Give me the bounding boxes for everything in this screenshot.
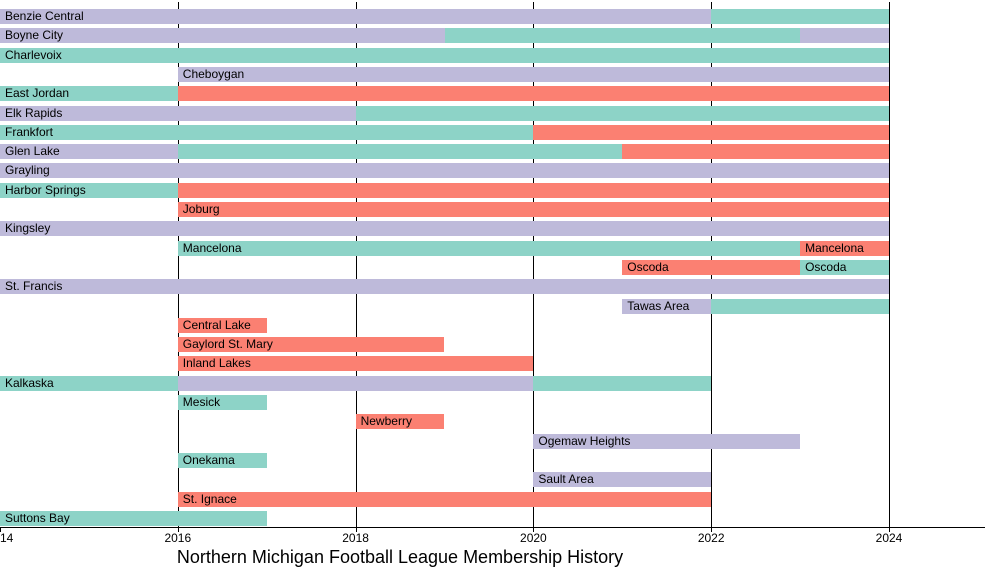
bar-segment-harbor-springs-2014: Harbor Springs [0,182,178,198]
x-tick-2014 [0,527,1,532]
bar-segment-charlevoix-2014: Charlevoix [0,47,889,63]
bar-segment-joburg-2016: Joburg [177,202,889,217]
x-tick-label-2020: 2020 [520,531,547,545]
bar-segment-mancelona-2016: Mancelona [177,240,801,256]
bar-label-east-jordan: East Jordan [5,86,70,101]
bar-segment-kalkaska-2020 [533,375,712,391]
bar-label-mancelona: Mancelona [805,240,864,255]
bar-segment-tawas-area-2022 [711,298,889,314]
x-tick-label-2016: 2016 [164,531,192,545]
x-tick-label-2014: 2014 [0,531,14,545]
bar-segment-elk-rapids-2018 [355,105,889,121]
bar-segment-st-francis-2014: St. Francis [0,279,889,295]
bar-segment-boyne-city-2019 [444,28,801,44]
bar-label-ogemaw-heights: Ogemaw Heights [538,433,631,448]
bar-segment-grayling-2014: Grayling [0,163,889,179]
bar-label-newberry: Newberry [360,414,412,429]
x-tick-2020 [533,527,535,532]
bar-label-charlevoix: Charlevoix [5,47,62,62]
gridline-2020 [533,2,535,527]
bar-segment-boyne-city-2014: Boyne City [0,28,445,44]
bar-segment-kalkaska-2016 [177,375,534,391]
x-tick-2018 [355,527,357,532]
bar-segment-sault-area-2020: Sault Area [533,472,712,488]
bar-segment-onekama-2016: Onekama [177,452,267,468]
bar-segment-elk-rapids-2014: Elk Rapids [0,105,356,121]
bar-label-mancelona: Mancelona [182,240,242,255]
bar-label-gaylord-st-mary: Gaylord St. Mary [182,337,273,352]
gridline-2018 [355,2,357,527]
bar-segment-inland-lakes-2016: Inland Lakes [177,356,534,372]
bar-label-sault-area: Sault Area [538,472,594,487]
bar-segment-frankfort-2014: Frankfort [0,124,534,140]
bar-label-oscoda: Oscoda [805,259,847,274]
bar-label-harbor-springs: Harbor Springs [5,182,86,197]
bar-label-tawas-area: Tawas Area [627,298,690,313]
bar-segment-suttons-bay-2014: Suttons Bay [0,510,267,526]
x-tick-2024 [889,527,890,532]
bar-label-inland-lakes: Inland Lakes [182,356,251,371]
bar-segment-kingsley-2014: Kingsley [0,221,889,237]
bar-label-onekama: Onekama [182,452,235,467]
bar-label-kalkaska: Kalkaska [5,375,54,390]
bar-segment-mesick-2016: Mesick [177,395,267,410]
bar-segment-east-jordan-2016 [177,86,889,102]
x-tick-label-2018: 2018 [342,531,369,545]
bar-segment-oscoda-2023: Oscoda [800,259,889,275]
bar-label-st-ignace: St. Ignace [182,491,237,506]
x-tick-2016 [177,527,179,532]
x-tick-label-2024: 2024 [875,531,903,545]
bar-segment-central-lake-2016: Central Lake [177,317,267,333]
bar-label-central-lake: Central Lake [182,317,251,332]
bar-segment-benzie-central-2014: Benzie Central [0,9,712,24]
bar-segment-st-ignace-2016: St. Ignace [177,491,712,507]
bar-segment-mancelona-2023: Mancelona [800,240,889,256]
bar-label-elk-rapids: Elk Rapids [5,105,63,120]
bar-label-glen-lake: Glen Lake [5,144,60,159]
bar-label-boyne-city: Boyne City [5,28,64,43]
bar-segment-east-jordan-2014: East Jordan [0,86,178,102]
gridline-2016 [177,2,179,527]
bar-segment-boyne-city-2023 [800,28,889,44]
chart-title: Northern Michigan Football League Member… [176,547,624,567]
gridline-2024 [889,2,890,527]
bar-segment-benzie-central-2022 [711,9,889,24]
bar-segment-frankfort-2020 [533,124,889,140]
bar-segment-newberry-2018: Newberry [355,414,445,430]
bar-label-mesick: Mesick [182,395,221,409]
bar-segment-glen-lake-2016 [177,144,623,160]
bar-label-oscoda: Oscoda [627,259,669,274]
bar-label-benzie-central: Benzie Central [5,9,84,23]
bar-label-grayling: Grayling [5,163,50,178]
bar-segment-oscoda-2021: Oscoda [622,259,801,275]
bar-segment-glen-lake-2014: Glen Lake [0,144,178,160]
bar-segment-harbor-springs-2016 [177,182,889,198]
bar-label-frankfort: Frankfort [5,124,54,139]
bar-segment-kalkaska-2014: Kalkaska [0,375,178,391]
x-tick-2022 [711,527,713,532]
bar-segment-gaylord-st-mary-2016: Gaylord St. Mary [177,337,445,353]
bar-label-suttons-bay: Suttons Bay [5,510,70,525]
bar-segment-glen-lake-2021 [622,144,889,160]
bar-segment-tawas-area-2021: Tawas Area [622,298,712,314]
bar-label-joburg: Joburg [182,202,220,216]
x-tick-label-2022: 2022 [697,531,725,545]
x-axis-line [0,527,985,528]
bar-label-kingsley: Kingsley [5,221,51,236]
bar-label-st-francis: St. Francis [5,279,63,294]
bar-segment-cheboygan-2016: Cheboygan [177,66,889,82]
bar-segment-ogemaw-heights-2020: Ogemaw Heights [533,433,801,449]
bar-label-cheboygan: Cheboygan [182,66,245,81]
